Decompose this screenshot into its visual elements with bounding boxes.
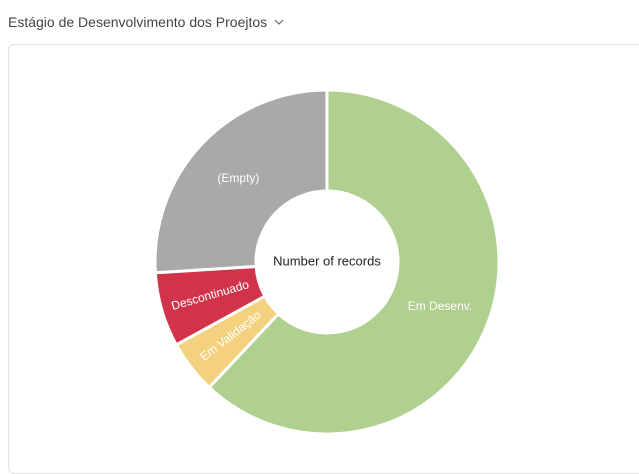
center-label: Number of records	[273, 253, 381, 268]
chevron-icon	[274, 19, 284, 25]
donut-slice	[207, 88, 501, 436]
slice-label: Em Desenv.	[408, 299, 472, 313]
widget-title[interactable]: Estágio de Desenvolvimento dos Proejtos	[8, 14, 284, 30]
title-text: Estágio de Desenvolvimento dos Proejtos	[8, 14, 268, 30]
chart: Number of records Em Desenv.Em Validação…	[153, 88, 501, 436]
slice-label: (Empty)	[217, 171, 259, 185]
donut-slice	[153, 88, 329, 275]
